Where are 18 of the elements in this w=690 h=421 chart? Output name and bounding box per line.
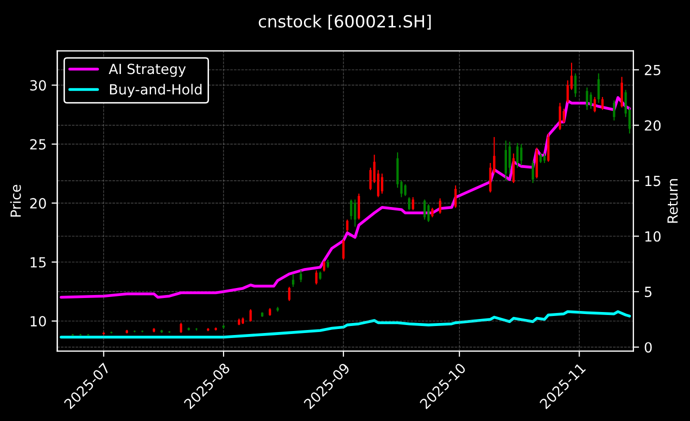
y-tick-label: 15 (30, 257, 46, 268)
y-tick-label: 30 (30, 80, 46, 91)
y2-tick-label: 20 (644, 120, 661, 131)
y2-tick-label: 10 (645, 231, 661, 242)
y2-tick-label: 25 (644, 64, 660, 76)
y-tick-label: 25 (30, 139, 46, 150)
candlestick (110, 331, 113, 334)
line-series (60, 310, 631, 339)
y2-tick-label: 5 (644, 286, 652, 298)
chart-title: cnstock [600021.SH] (258, 14, 431, 30)
y2-tick-label: 15 (645, 176, 660, 186)
y2-axis-title: Return (667, 179, 678, 223)
y-tick-label: 10 (30, 316, 46, 327)
y2-tick-label: 0 (644, 342, 652, 353)
legend-label: AI Strategy (108, 64, 186, 77)
y-axis-title: Price (10, 184, 21, 217)
legend-label: Buy-and-Hold (110, 84, 202, 98)
y-tick-label: 20 (30, 198, 46, 209)
